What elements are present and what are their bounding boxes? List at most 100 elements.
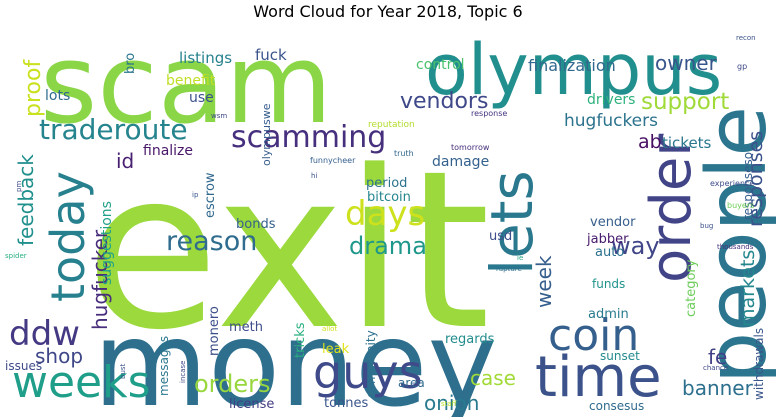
word-funds: funds — [592, 277, 625, 291]
word-support: support — [641, 89, 729, 115]
word-week: week — [532, 255, 556, 308]
word-hugfucker: hugfucker — [88, 229, 112, 330]
word-olympuswe: olympuswe — [260, 103, 273, 166]
word-thousands: thousands — [717, 243, 754, 251]
word-category: category — [684, 259, 699, 317]
word-scam: scam — [40, 20, 332, 148]
word-drivers: drivers — [587, 92, 635, 108]
word-responses: responses — [745, 131, 767, 227]
word-bro: bro — [123, 53, 138, 74]
word-escrow: escrow — [203, 172, 218, 218]
word-weeks: weeks — [12, 357, 151, 408]
word-staff: staff — [441, 400, 457, 408]
word-exit: exit — [85, 125, 490, 378]
word-area: area — [398, 376, 425, 390]
word-ie: ie — [517, 254, 523, 262]
word-usd: usd — [489, 229, 512, 244]
word-ab: ab — [638, 131, 662, 153]
word-rapture: rapture — [496, 265, 522, 273]
word-bug: bug — [700, 222, 713, 230]
word-feedback: feedback — [14, 154, 38, 246]
word-id: id — [116, 149, 134, 173]
word-bust: bust — [119, 363, 127, 379]
word-buyers: buyers — [727, 201, 754, 210]
word-ddw: ddw — [9, 314, 80, 354]
word-response: response — [471, 109, 507, 118]
word-orders: orders — [194, 370, 271, 398]
word-messages: messages — [157, 336, 171, 396]
word-finalize: finalize — [143, 143, 193, 159]
word-markets: markets — [737, 250, 759, 327]
word-regards: regards — [445, 332, 495, 347]
word-coin: coin — [548, 310, 639, 361]
word-damage: damage — [432, 154, 489, 170]
word-gp: gp — [737, 62, 747, 71]
word-tickets: tickets — [662, 134, 712, 152]
word-scamming: scamming — [231, 120, 386, 155]
word-suggestions: suggestions — [99, 201, 115, 285]
word-vendor: vendor — [590, 215, 636, 230]
word-leak: leak — [322, 342, 350, 357]
word-license: license — [229, 397, 274, 412]
word-reason: reason — [166, 226, 257, 257]
word-monero: monero — [207, 306, 222, 356]
word-guys: guys — [313, 345, 423, 399]
chart-title: Word Cloud for Year 2018, Topic 6 — [253, 2, 523, 21]
word-tonnes: tonnes — [324, 396, 369, 411]
word-way: way — [611, 232, 660, 260]
word-control: control — [416, 57, 465, 73]
word-period: period — [366, 176, 407, 191]
word-tricks: tricks — [293, 322, 308, 358]
word-withdrawals: withdrawals — [752, 328, 766, 400]
word-recon: recon — [736, 34, 756, 42]
word-banner: banner — [682, 376, 754, 400]
word-order: order — [639, 133, 704, 283]
word-spider: spider — [5, 252, 27, 260]
word-listings: listings — [179, 49, 232, 67]
word-finalization: finalization — [528, 56, 616, 75]
word-chance: chance — [703, 364, 728, 372]
word-funnycheer: funnycheer — [310, 156, 356, 165]
word-allot: allot — [322, 325, 337, 333]
word-proof: proof — [21, 59, 46, 117]
word-money: money — [93, 295, 497, 417]
word-admin: admin — [588, 307, 629, 322]
word-hi: hi — [311, 172, 317, 180]
word-meth: meth — [229, 320, 263, 335]
word-case: case — [470, 366, 516, 390]
word-traderoute: traderoute — [39, 113, 188, 146]
word-olympus: olympus — [425, 29, 722, 111]
word-issues: issues — [5, 359, 42, 373]
word-reputation: reputation — [368, 120, 415, 130]
word-today: today — [41, 171, 95, 302]
word-days: days — [345, 194, 425, 234]
word-time: time — [535, 345, 662, 410]
word-auto: auto — [595, 245, 624, 260]
word-use: use — [189, 90, 214, 106]
word-tomorrow: tomorrow — [451, 143, 490, 152]
word-ip: ip — [192, 191, 199, 199]
word-drama: drama — [349, 232, 427, 260]
word-lets: lets — [478, 170, 546, 275]
word-jabber: jabber — [586, 232, 629, 247]
word-pm: pm — [15, 181, 23, 192]
word-benefit: benefit — [166, 73, 216, 89]
word-lots: lots — [45, 88, 70, 104]
word-truth: truth — [394, 149, 414, 158]
word-consesus: consesus — [589, 399, 644, 413]
word-bonds: bonds — [236, 217, 276, 232]
word-wsm: wsm — [211, 112, 227, 120]
word-onion: onion — [424, 391, 479, 415]
word-sunset: sunset — [600, 349, 640, 363]
word-incase: incase — [179, 361, 187, 383]
word-owner: owner — [655, 51, 718, 75]
word-bitcoin: bitcoin — [367, 190, 411, 205]
word-fe: fe — [708, 345, 727, 369]
word-vendors: vendors — [400, 89, 488, 114]
word-fuck: fuck — [255, 46, 287, 64]
word-hugfuckers: hugfuckers — [564, 111, 658, 131]
word-community: community — [364, 330, 378, 398]
word-responseso: responseso — [741, 152, 755, 220]
word-shop: shop — [35, 344, 83, 368]
